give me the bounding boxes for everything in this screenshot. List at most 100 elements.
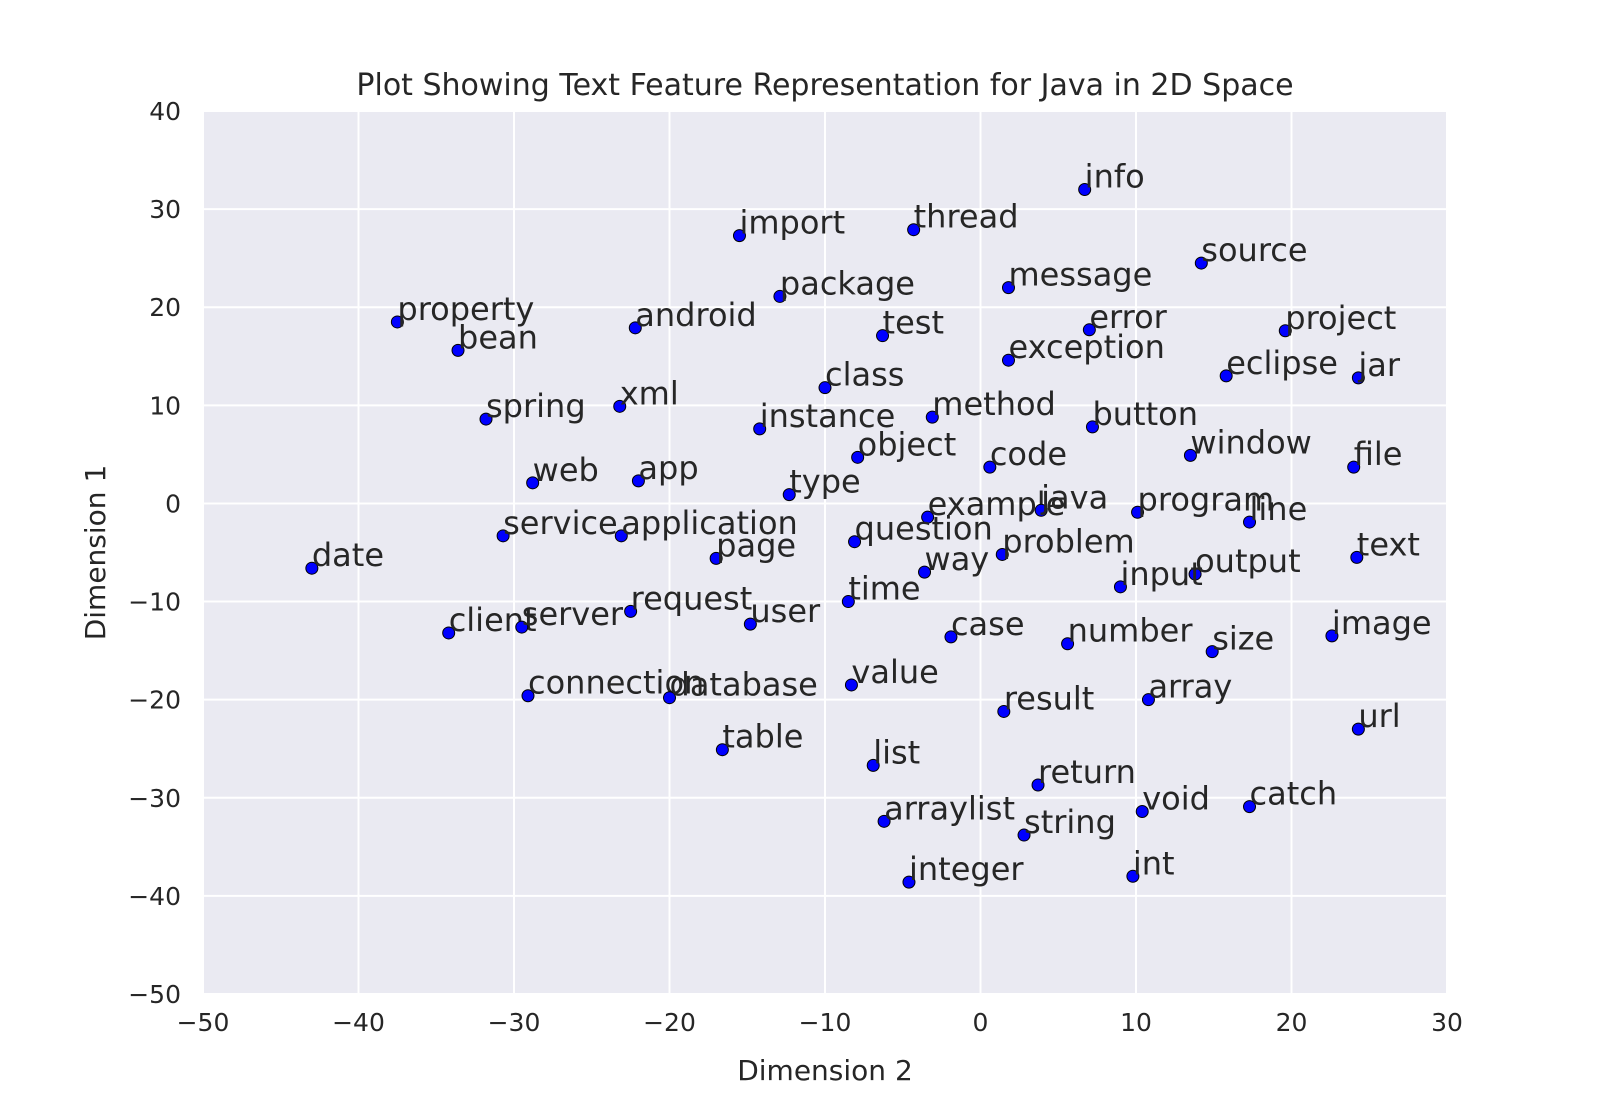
point-label: jar: [1357, 346, 1401, 384]
data-point: [1243, 515, 1257, 529]
data-point: [844, 678, 858, 692]
x-tick-label: −20: [643, 1008, 696, 1037]
x-tick-label: −30: [488, 1008, 541, 1037]
point-label: spring: [486, 387, 586, 425]
x-tick-label: 30: [1431, 1008, 1463, 1037]
data-point: [876, 329, 890, 343]
data-point: [628, 321, 642, 335]
data-point: [1325, 629, 1339, 643]
data-point: [997, 704, 1011, 718]
data-point: [1085, 420, 1099, 434]
point-label: void: [1142, 780, 1210, 818]
point-label: object: [858, 425, 957, 463]
point-label: user: [750, 592, 821, 630]
data-point: [305, 561, 319, 575]
data-point: [925, 410, 939, 424]
point-label: text: [1357, 525, 1420, 563]
x-tick-label: −50: [177, 1008, 230, 1037]
point-label: string: [1024, 803, 1116, 841]
data-point: [1347, 460, 1361, 474]
point-label: case: [951, 605, 1025, 643]
data-point: [918, 565, 932, 579]
point-label: date: [312, 536, 384, 574]
point-label: source: [1201, 231, 1307, 269]
data-point: [902, 875, 916, 889]
point-label: page: [716, 526, 796, 564]
data-point: [818, 381, 832, 395]
x-tick-label: 0: [973, 1008, 989, 1037]
point-label: list: [873, 733, 920, 771]
data-point: [1351, 371, 1365, 385]
y-tick-label: −20: [128, 686, 181, 715]
data-point: [743, 617, 757, 631]
point-label: array: [1148, 668, 1232, 706]
data-point: [921, 510, 935, 524]
y-tick-label: 0: [165, 489, 181, 518]
data-point: [851, 450, 865, 464]
point-label: message: [1008, 256, 1152, 294]
point-label: arraylist: [884, 789, 1015, 827]
point-label: window: [1190, 423, 1311, 461]
data-point: [479, 412, 493, 426]
x-tick-label: 10: [1120, 1008, 1152, 1037]
data-point: [1001, 281, 1015, 295]
point-label: web: [533, 451, 599, 489]
point-label: package: [780, 264, 915, 302]
point-label: class: [825, 356, 904, 394]
point-label: problem: [1002, 522, 1134, 560]
point-label: type: [789, 463, 860, 501]
point-label: line: [1250, 490, 1308, 528]
data-point: [1194, 256, 1208, 270]
point-label: file: [1354, 435, 1403, 473]
data-point: [442, 626, 456, 640]
data-point: [841, 595, 855, 609]
data-point: [866, 758, 880, 772]
y-tick-label: −30: [128, 784, 181, 813]
data-point: [1061, 637, 1075, 651]
point-label: size: [1212, 620, 1274, 658]
point-label: java: [1040, 478, 1108, 516]
data-point: [1031, 778, 1045, 792]
data-point: [1141, 693, 1155, 707]
point-label: import: [739, 204, 845, 242]
point-label: url: [1358, 697, 1400, 735]
y-axis-label: Dimension 1: [79, 465, 112, 641]
point-label: project: [1285, 299, 1396, 337]
point-label: thread: [914, 198, 1019, 236]
point-label: eclipse: [1226, 344, 1338, 382]
data-point: [515, 620, 529, 634]
point-label: value: [851, 653, 938, 691]
chart-title: Plot Showing Text Feature Representation…: [356, 68, 1293, 103]
point-label: info: [1085, 157, 1145, 195]
point-label: xml: [620, 374, 679, 412]
data-point: [715, 743, 729, 757]
data-point: [1131, 505, 1145, 519]
data-point: [995, 547, 1009, 561]
point-label: app: [638, 449, 698, 487]
point-label: integer: [909, 850, 1024, 888]
x-axis-label: Dimension 2: [737, 1054, 913, 1087]
point-label: android: [635, 296, 756, 334]
y-tick-label: 40: [149, 97, 181, 126]
data-point: [848, 535, 862, 549]
point-label: request: [631, 579, 753, 617]
data-point: [1243, 800, 1257, 814]
grid-lines: [202, 110, 1448, 995]
data-point: [782, 488, 796, 502]
data-point: [613, 399, 627, 413]
data-point: [1135, 805, 1149, 819]
point-label: int: [1133, 844, 1175, 882]
y-tick-label: 10: [149, 391, 181, 420]
point-label: time: [848, 570, 920, 608]
point-label: result: [1004, 679, 1095, 717]
point-label: bean: [458, 318, 538, 356]
data-point: [1113, 580, 1127, 594]
y-tick-label: 20: [149, 293, 181, 322]
point-label: catch: [1250, 775, 1338, 813]
point-label: test: [883, 304, 944, 342]
data-point: [1205, 645, 1219, 659]
data-point: [1183, 448, 1197, 462]
y-tick-label: −10: [128, 588, 181, 617]
point-label: return: [1038, 753, 1136, 791]
